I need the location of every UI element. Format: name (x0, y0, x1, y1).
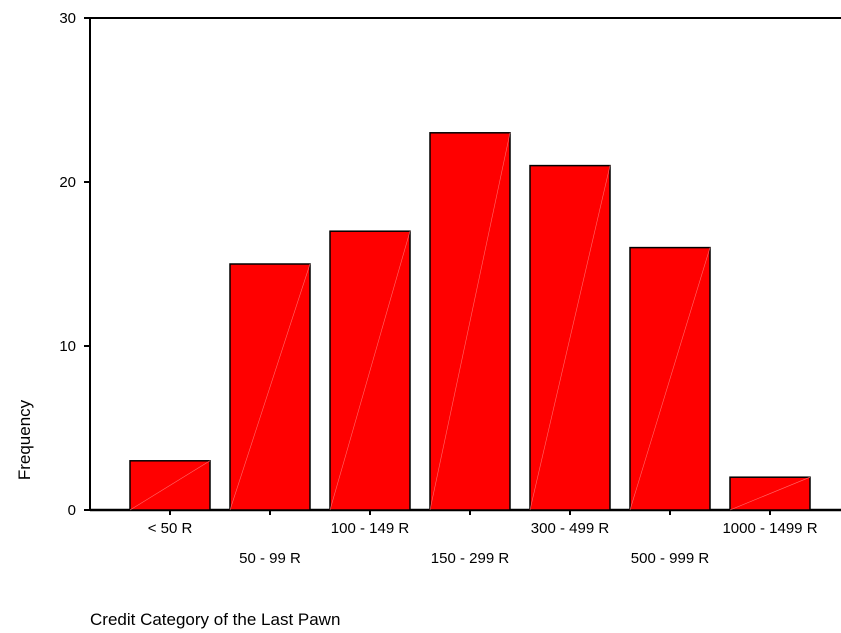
y-axis-label: Frequency (15, 399, 34, 480)
x-tick-label: 100 - 149 R (331, 520, 410, 537)
bar-highlight (729, 476, 811, 511)
bar-highlight (529, 165, 611, 511)
x-tick-label: 300 - 499 R (531, 520, 610, 537)
bars-group (129, 132, 811, 511)
x-tick-label: 50 - 99 R (239, 550, 301, 567)
y-tick-label: 0 (68, 502, 76, 519)
bar-highlight (329, 231, 411, 511)
y-axis-ticks: 0 10 20 30 (59, 10, 90, 519)
x-tick-label: < 50 R (148, 520, 193, 537)
y-tick-label: 10 (59, 338, 76, 355)
x-axis-label: Credit Category of the Last Pawn (90, 610, 340, 629)
x-tick-label: 500 - 999 R (631, 550, 710, 567)
y-tick-label: 30 (59, 10, 76, 27)
bar-highlight (129, 460, 211, 511)
y-tick-label: 20 (59, 174, 76, 191)
bar-highlight (429, 132, 511, 511)
x-tick-label: 150 - 299 R (431, 550, 510, 567)
x-tick-label: 1000 - 1499 R (722, 520, 817, 537)
x-axis-ticks: < 50 R 50 - 99 R 100 - 149 R 150 - 299 R 300… (148, 510, 818, 567)
bar-highlight (629, 247, 711, 511)
bar-highlight (229, 263, 311, 511)
